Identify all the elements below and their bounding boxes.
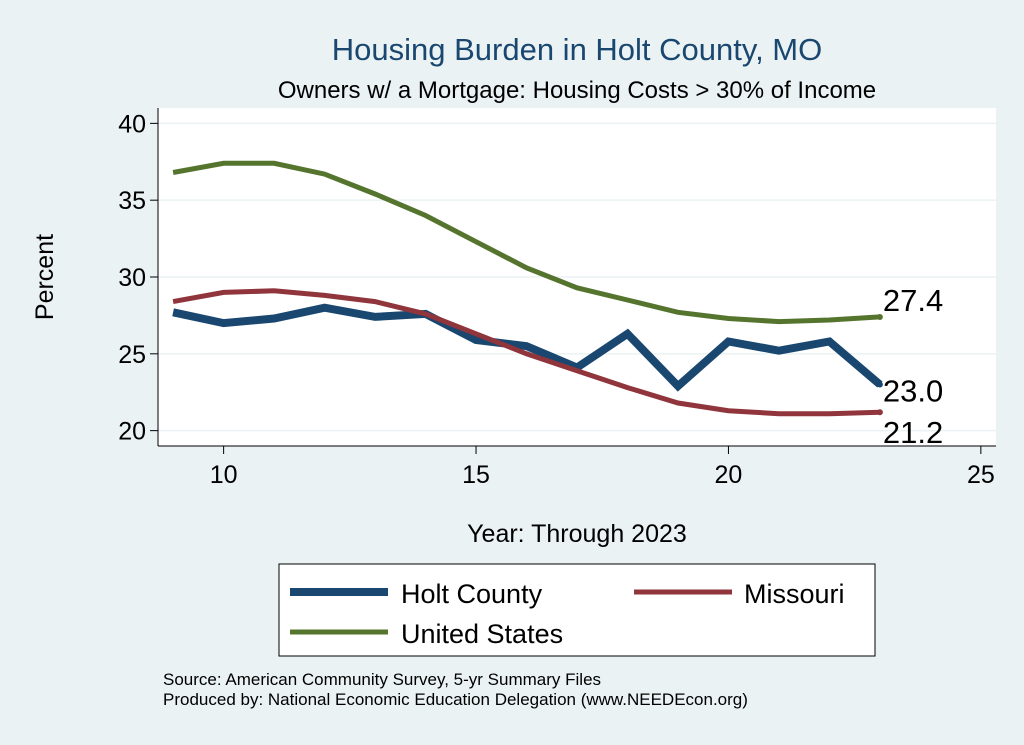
end-point-holt-county — [876, 381, 883, 388]
y-tick-label-40: 40 — [118, 110, 146, 138]
axes: 20 25 30 35 40 10 15 20 25 — [118, 108, 996, 489]
end-label-united-states: 27.4 — [883, 283, 943, 318]
legend-label-missouri: Missouri — [744, 579, 845, 609]
y-tick-label-30: 30 — [118, 264, 146, 292]
y-tick-label-35: 35 — [118, 187, 146, 215]
end-label-holt-county: 23.0 — [883, 374, 943, 409]
produced-by-note: Produced by: National Economic Education… — [163, 690, 748, 709]
end-point-united-states — [876, 313, 883, 320]
chart-title: Housing Burden in Holt County, MO — [332, 32, 823, 67]
x-tick-label-25: 25 — [967, 461, 995, 489]
y-axis-label: Percent — [31, 234, 59, 320]
x-tick-label-20: 20 — [715, 461, 743, 489]
gridlines — [158, 122, 996, 432]
end-labels: 23.0 21.2 27.4 — [876, 283, 943, 450]
source-note: Source: American Community Survey, 5-yr … — [163, 670, 602, 689]
y-tick-label-25: 25 — [118, 341, 146, 369]
source-notes: Source: American Community Survey, 5-yr … — [163, 670, 748, 710]
y-tick-label-20: 20 — [118, 418, 146, 446]
chart-subtitle: Owners w/ a Mortgage: Housing Costs > 30… — [278, 77, 876, 104]
legend-label-united-states: United States — [401, 619, 563, 649]
end-label-missouri: 21.2 — [883, 415, 943, 450]
x-tick-label-15: 15 — [462, 461, 490, 489]
series-line-missouri — [172, 288, 880, 417]
legend-box — [278, 563, 876, 657]
x-tick-label-10: 10 — [210, 461, 238, 489]
series-line-united-states — [172, 160, 881, 325]
legend-label-holt-county: Holt County — [401, 579, 543, 609]
series-line-holt-county — [172, 303, 883, 392]
x-axis-label: Year: Through 2023 — [467, 520, 687, 548]
series-lines — [172, 160, 883, 417]
legend: Holt County Missouri United States — [278, 563, 876, 657]
end-point-missouri — [876, 409, 883, 416]
